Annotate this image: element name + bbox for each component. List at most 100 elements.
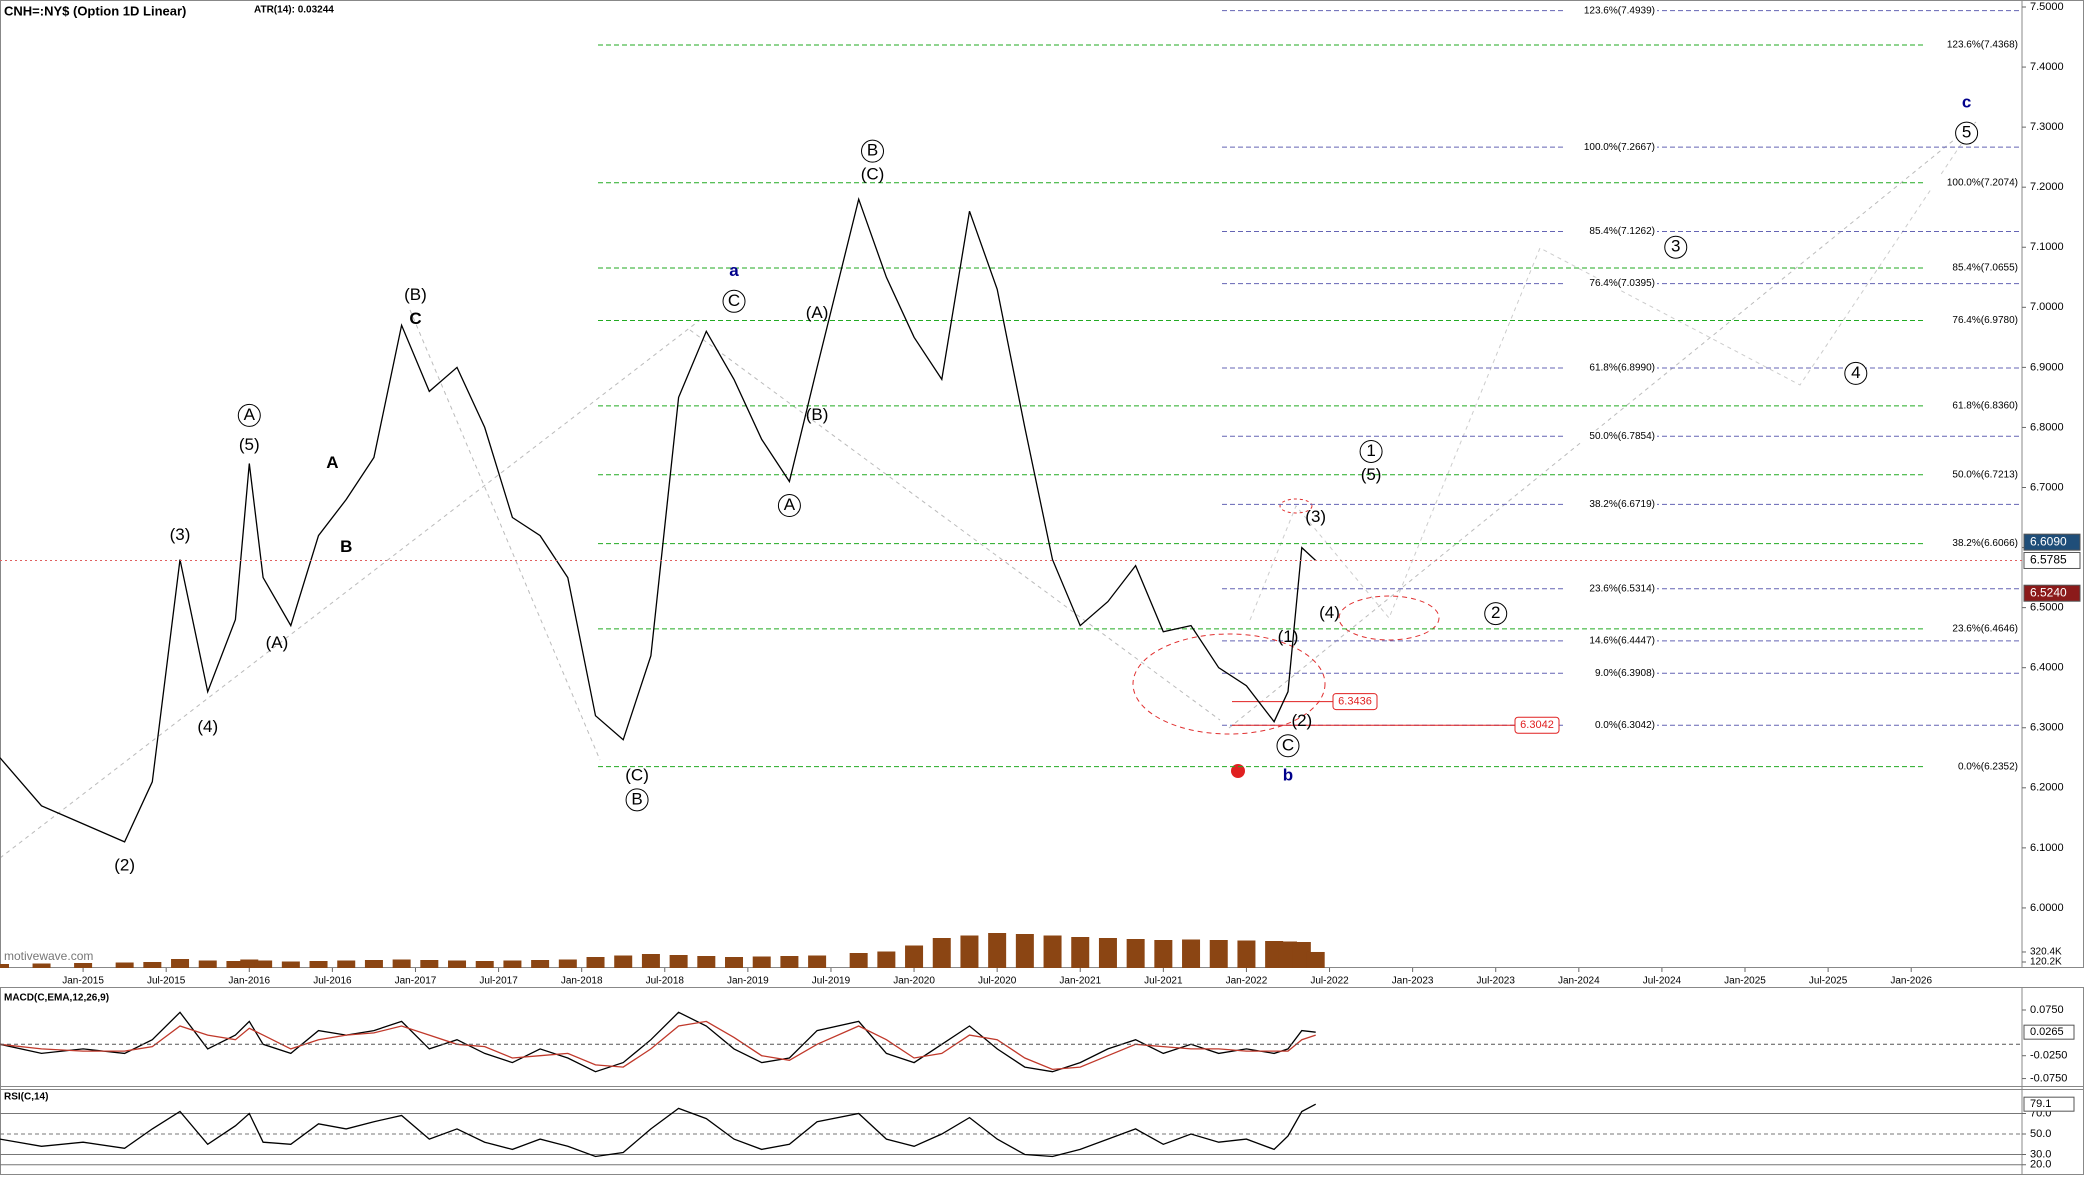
x-tick-label: Jul-2017 [479,976,518,987]
y-tick-label: 20.0 [2030,1159,2051,1171]
y-tick-label: 30.0 [2030,1148,2051,1160]
volume-bar [240,959,259,968]
wave-label: (5) [239,435,260,454]
x-tick-label: Jan-2018 [561,976,603,987]
y-tick-label: 6.0000 [2030,902,2064,914]
wave-label: b [1283,765,1293,784]
wave-label: B [631,789,642,808]
wave-circle [861,139,885,163]
volume-bar [1098,938,1117,968]
fib-label: 85.4%(7.1262) [1589,226,1655,237]
wave-label: A [326,453,338,472]
x-tick-label: Jan-2017 [395,976,437,987]
wave-label: (A) [806,303,829,322]
y2-tick-label: 320.4K [2030,947,2062,958]
wave-label: c [1962,93,1971,112]
x-tick-label: Jul-2015 [147,976,186,987]
wave-circle [1484,602,1508,626]
y-tick-label: -0.0250 [2030,1050,2067,1062]
wave-label: C [409,309,421,328]
fib-label: 0.0%(6.3042) [1595,720,1655,731]
wave-circle [777,494,801,518]
wave-label: (2) [1291,711,1312,730]
price-marker-label: 6.5785 [2030,553,2067,567]
volume-bar [143,962,162,968]
x-tick-label: Jan-2020 [893,976,935,987]
fib-label: 23.6%(6.4646) [1952,624,2018,635]
volume-bar [1182,939,1201,968]
x-tick-label: Jan-2023 [1392,976,1434,987]
fib-label: 50.0%(6.7854) [1589,431,1655,442]
wave-label: 3 [1671,237,1680,256]
volume-bar [752,956,771,968]
target-ellipse [1132,633,1326,735]
y-tick-label: 50.0 [2030,1128,2051,1140]
volume-bar [364,960,383,968]
fib-label: 85.4%(7.0655) [1952,263,2018,274]
y-tick-label: 6.3000 [2030,722,2064,734]
data-line [0,196,1317,843]
fib-label-bg [1563,634,1657,647]
x-tick-label: Jan-2025 [1724,976,1766,987]
x-tick-label: Jan-2021 [1059,976,1101,987]
value-marker-label: 79.1 [2030,1098,2051,1110]
fib-label-bg [1563,667,1657,680]
fib-label: 61.8%(6.8360) [1952,400,2018,411]
value-marker [2023,1024,2075,1040]
price-marker [2023,584,2081,602]
volume-bar [198,960,217,968]
volume-bar [0,964,9,968]
fib-label: 123.6%(7.4368) [1947,40,2018,51]
wave-label: 1 [1366,441,1375,460]
data-line [0,1103,1317,1158]
y-tick-label: 6.7000 [2030,481,2064,493]
volume-bar [808,955,827,968]
y-tick-label: 6.4000 [2030,662,2064,674]
volume-bar [877,951,896,968]
wave-label: (1) [1278,627,1299,646]
chart-title: CNH=:NY$ (Option 1D Linear) [4,3,186,18]
price-level-box [1514,716,1560,734]
fib-label: 100.0%(7.2074) [1947,177,2018,188]
fib-label: 76.4%(7.0395) [1589,278,1655,289]
price-level-label: 6.3436 [1338,695,1372,707]
price-marker-label: 6.5240 [2030,585,2067,599]
x-tick-label: Jul-2024 [1643,976,1682,987]
volume-bar [171,959,190,968]
x-tick-label: Jul-2021 [1144,976,1183,987]
volume-bar [614,955,633,968]
volume-bar [448,960,467,968]
data-line [0,1011,1316,1073]
wave-label: C [1282,735,1294,754]
wave-label: a [729,261,739,280]
watermark: motivewave.com [4,949,93,963]
x-tick-label: Jan-2019 [727,976,769,987]
volume-bar [226,961,245,968]
volume-bar [1209,940,1228,968]
y-tick-label: 7.1000 [2030,241,2064,253]
volume-bar [1154,940,1173,968]
y-tick-label: 6.1000 [2030,842,2064,854]
projection-line [1228,121,1977,729]
wave-circle [1955,121,1979,145]
volume-bar [475,961,494,968]
wave-circle [1664,235,1688,259]
fib-label: 76.4%(6.9780) [1952,315,2018,326]
wave-label: (C) [861,165,885,184]
volume-bar [960,935,979,968]
volume-bar [74,963,93,968]
value-marker-label: 0.0265 [2030,1026,2064,1038]
volume-bar [669,955,688,968]
y-tick-label: 6.8000 [2030,421,2064,433]
panel-title: RSI(C,14) [4,1092,48,1103]
wave-label: (5) [1361,465,1382,484]
wave-label: 5 [1962,123,1971,142]
y-tick-label: 7.4000 [2030,61,2064,73]
wave-label: (4) [197,717,218,736]
wave-circle [237,403,261,427]
y-tick-label: 7.0000 [2030,301,2064,313]
wave-circle [1359,439,1383,463]
